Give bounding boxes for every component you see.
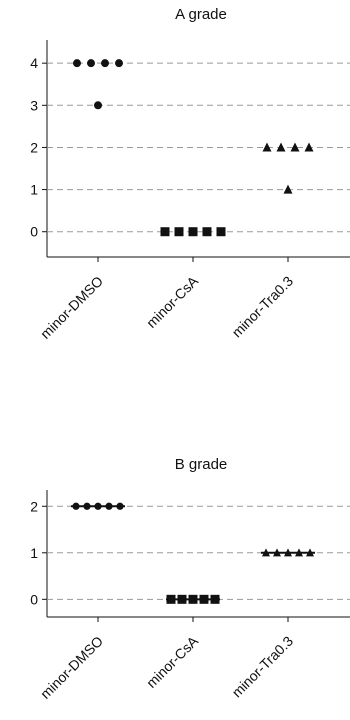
b-grade-title: B grade (175, 456, 228, 473)
a-grade-minor-Tra0.3-point (290, 142, 300, 152)
a-grade-category-label: minor-DMSO (37, 273, 106, 342)
b-grade-minor-DMSO-point (94, 502, 102, 510)
b-grade-minor-CsA-point (188, 594, 198, 604)
a-grade-minor-Tra0.3-point (276, 142, 286, 152)
a-grade-minor-DMSO-point (101, 59, 109, 68)
b-grade-minor-Tra0.3-point (284, 548, 292, 557)
b-grade-category-label: minor-Tra0.3 (229, 633, 297, 701)
a-grade-category-label: minor-CsA (143, 272, 202, 331)
b-grade-category-label: minor-DMSO (37, 633, 106, 702)
b-grade-minor-DMSO-point (116, 502, 124, 510)
a-grade-minor-CsA-point (160, 227, 170, 237)
b-grade-category-label: minor-CsA (143, 632, 202, 691)
b-grade-minor-Tra0.3-point (273, 548, 281, 557)
a-grade-y-tick-label: 2 (30, 139, 38, 155)
a-grade-minor-CsA-point (216, 227, 226, 237)
a-grade-minor-Tra0.3-point (283, 184, 293, 194)
a-grade-y-tick-label: 1 (30, 182, 38, 198)
a-grade-minor-CsA-point (188, 227, 198, 237)
a-grade-minor-CsA-point (202, 227, 212, 237)
a-grade-minor-Tra0.3-point (304, 142, 314, 152)
a-grade-title: A grade (175, 6, 227, 23)
b-grade-minor-Tra0.3-point (262, 548, 270, 557)
a-grade-y-tick-label: 4 (30, 55, 38, 71)
b-grade-minor-CsA-point (210, 594, 220, 604)
b-grade-minor-CsA-point (166, 594, 176, 604)
b-grade-minor-CsA-point (199, 594, 209, 604)
a-grade-minor-DMSO-point (73, 59, 81, 68)
a-grade-chart: A grade 0 1 2 3 4 minor-DMSO minor-CsA minor-Tr… (30, 6, 350, 342)
a-grade-minor-DMSO-point (94, 101, 102, 110)
a-grade-minor-DMSO-point (87, 59, 95, 68)
a-grade-y-tick-label: 3 (30, 97, 38, 113)
b-grade-minor-DMSO-point (105, 502, 113, 510)
b-grade-minor-DMSO-point (83, 502, 91, 510)
a-grade-category-label: minor-Tra0.3 (229, 273, 297, 341)
b-grade-minor-Tra0.3-point (306, 548, 314, 557)
a-grade-minor-DMSO-point (115, 59, 123, 68)
a-grade-minor-Tra0.3-point (262, 142, 272, 152)
b-grade-y-tick-label: 2 (30, 498, 38, 514)
b-grade-y-tick-label: 1 (30, 545, 38, 561)
b-grade-y-tick-label: 0 (30, 591, 38, 607)
a-grade-y-tick-label: 0 (30, 224, 38, 240)
b-grade-minor-Tra0.3-point (295, 548, 303, 557)
b-grade-chart: B grade 0 1 2 minor-DMSO minor-CsA minor-Tra0… (30, 456, 350, 702)
b-grade-minor-DMSO-point (72, 502, 80, 510)
b-grade-minor-CsA-point (177, 594, 187, 604)
a-grade-minor-CsA-point (174, 227, 184, 237)
